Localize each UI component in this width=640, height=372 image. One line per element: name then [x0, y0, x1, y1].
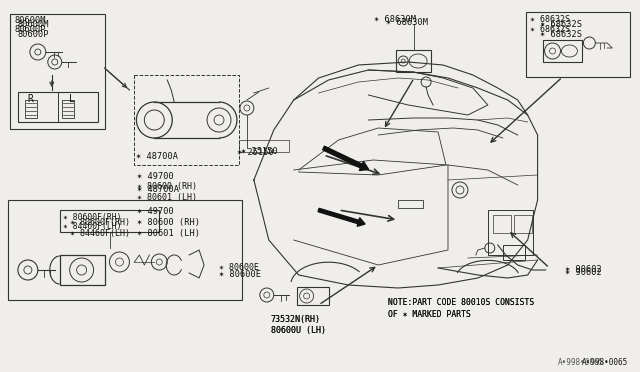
Bar: [297, 287, 328, 305]
Text: 80600U (LH): 80600U (LH): [271, 326, 326, 335]
Text: 73532N(RH): 73532N(RH): [271, 315, 321, 324]
Text: ✶ 68632S: ✶ 68632S: [530, 25, 570, 34]
Bar: [398, 200, 423, 208]
Text: ✶ 80601 (LH): ✶ 80601 (LH): [138, 229, 200, 238]
Text: A•998•0065: A•998•0065: [581, 358, 628, 367]
Text: 80600M: 80600M: [15, 16, 47, 25]
Bar: [18, 92, 97, 122]
Text: 80600U (LH): 80600U (LH): [271, 326, 326, 335]
Text: ✶ 80600E: ✶ 80600E: [219, 263, 259, 272]
Bar: [61, 100, 74, 118]
Bar: [134, 75, 239, 165]
Bar: [514, 215, 532, 233]
Text: ✶ 80601 (LH): ✶ 80601 (LH): [138, 193, 197, 202]
Bar: [8, 200, 242, 300]
Text: ✶ 25150: ✶ 25150: [241, 147, 278, 156]
Text: ✶ 68632S: ✶ 68632S: [540, 20, 582, 29]
Text: ✶ 68632S: ✶ 68632S: [530, 15, 570, 24]
Text: ✶ 84460F(LH): ✶ 84460F(LH): [63, 222, 121, 231]
Text: NOTE:PART CODE 80010S CONSISTS: NOTE:PART CODE 80010S CONSISTS: [388, 298, 534, 307]
Text: ✶ 80600E: ✶ 80600E: [219, 270, 261, 279]
Text: ✶ 25150: ✶ 25150: [237, 148, 274, 157]
Text: ✶ 90602: ✶ 90602: [566, 265, 602, 274]
Text: 80600P: 80600P: [15, 25, 47, 34]
Text: ✶ 80600 (RH): ✶ 80600 (RH): [138, 218, 200, 227]
Bar: [396, 50, 431, 72]
Text: ✶ 90602: ✶ 90602: [566, 268, 602, 277]
Bar: [543, 40, 582, 62]
FancyArrow shape: [318, 208, 365, 226]
Bar: [488, 210, 532, 255]
Bar: [525, 12, 630, 77]
Text: ✶ 49700: ✶ 49700: [138, 207, 174, 216]
Text: 80600M: 80600M: [18, 20, 49, 29]
Bar: [239, 140, 289, 152]
Text: ✶ 80600F(RH): ✶ 80600F(RH): [70, 218, 130, 227]
Text: L: L: [68, 94, 75, 104]
Text: OF ✶ MARKED PARTS: OF ✶ MARKED PARTS: [388, 310, 471, 319]
Text: ✶ 80600 (RH): ✶ 80600 (RH): [138, 182, 197, 191]
Text: ✶ 48700A: ✶ 48700A: [136, 152, 179, 161]
Text: 80600P: 80600P: [18, 30, 49, 39]
Text: ✶ 49700: ✶ 49700: [138, 172, 174, 181]
Text: R: R: [27, 94, 33, 104]
FancyArrow shape: [323, 146, 369, 170]
Text: A•998•0065: A•998•0065: [557, 358, 604, 367]
Bar: [10, 14, 104, 129]
Text: ✶ 48700A: ✶ 48700A: [138, 185, 179, 194]
Text: ✶ 68632S: ✶ 68632S: [540, 30, 582, 39]
Text: ✶ 80600F(RH): ✶ 80600F(RH): [63, 213, 121, 222]
Text: ✶ 68630M: ✶ 68630M: [374, 15, 417, 24]
Bar: [60, 210, 159, 232]
Text: 73532N(RH): 73532N(RH): [271, 315, 321, 324]
Bar: [25, 100, 37, 118]
Text: ✶ 84460F(LH): ✶ 84460F(LH): [70, 229, 130, 238]
Text: NOTE:PART CODE 80010S CONSISTS: NOTE:PART CODE 80010S CONSISTS: [388, 298, 534, 307]
Text: ✶ 68630M: ✶ 68630M: [387, 18, 428, 27]
Bar: [60, 255, 104, 285]
Bar: [503, 245, 525, 260]
Bar: [493, 215, 511, 233]
Text: OF ✶ MARKED PARTS: OF ✶ MARKED PARTS: [388, 310, 471, 319]
